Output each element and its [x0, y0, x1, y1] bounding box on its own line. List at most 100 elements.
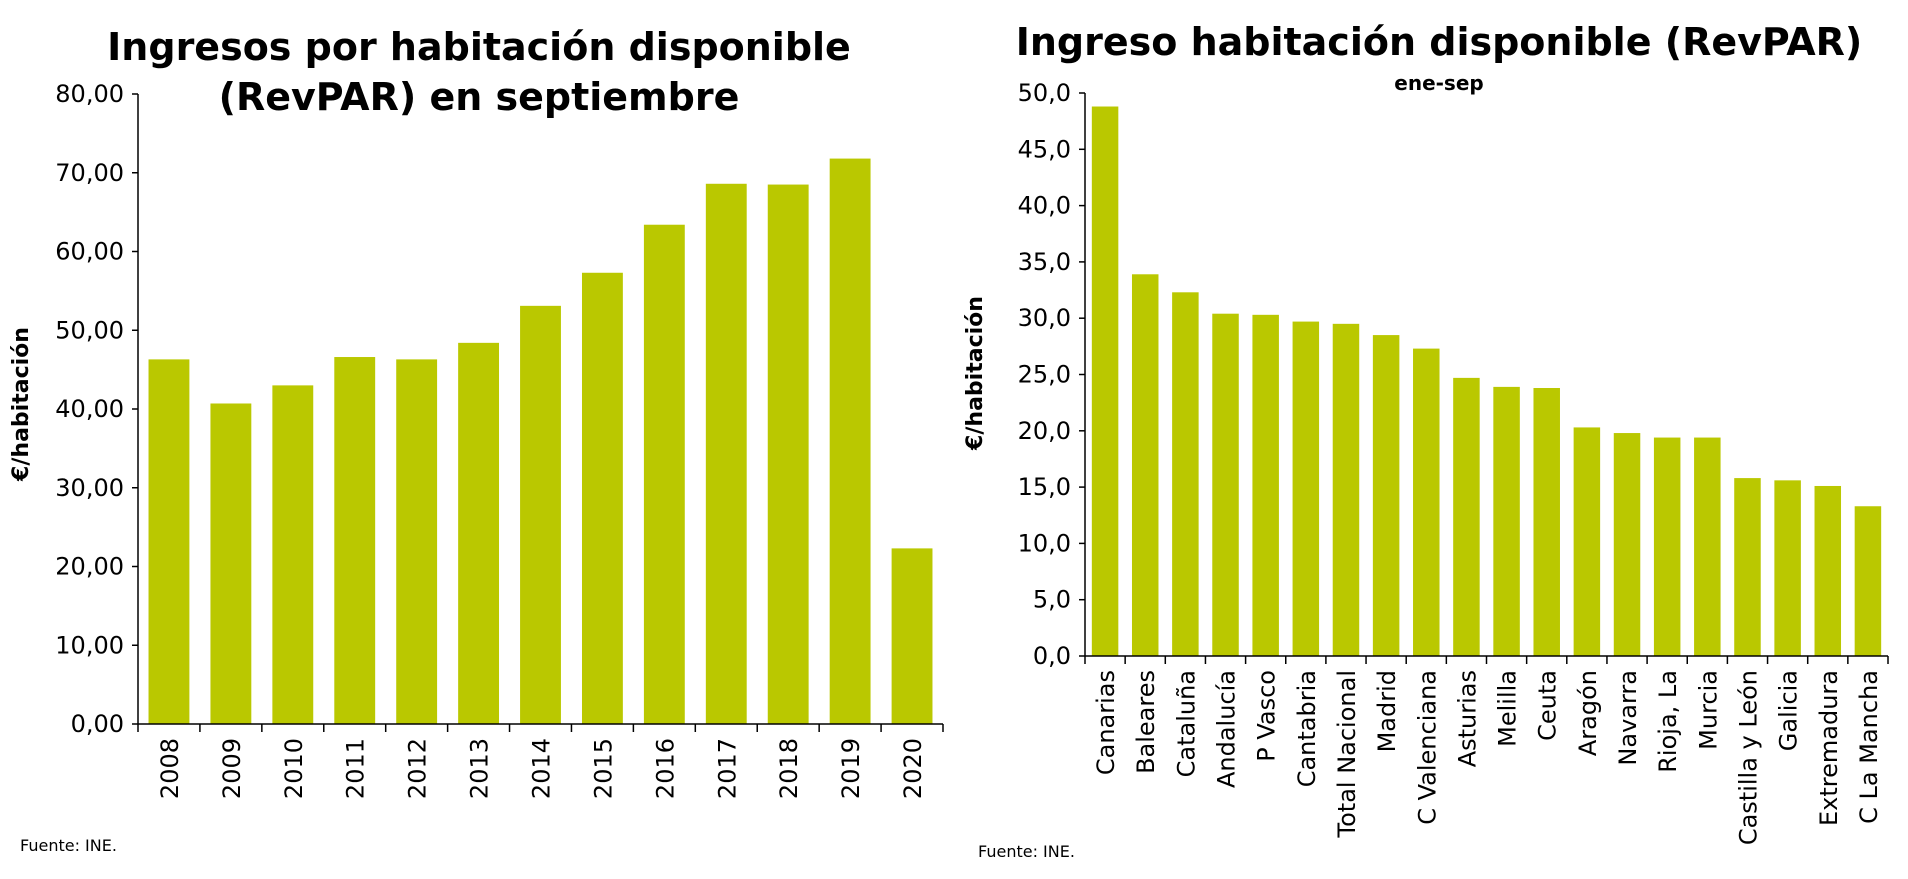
x-tick-label: 2012 [404, 738, 432, 799]
bar-murcia [1694, 437, 1721, 656]
x-tick-label: P Vasco [1253, 670, 1281, 762]
bar-2012 [396, 359, 438, 724]
bar-2013 [458, 342, 500, 724]
x-tick-label: Castilla y León [1734, 670, 1762, 845]
bars [1091, 106, 1882, 656]
y-tick-label: 0,0 [1033, 642, 1071, 670]
bar-extremadura [1814, 485, 1842, 656]
bar-2020 [891, 548, 933, 724]
x-axis-ticks: Canarias Baleares Cataluña Andalucía P Vasco… [1084, 656, 1889, 845]
x-tick-label: Extremadura [1815, 670, 1843, 826]
x-axis-ticks: 2008 2009 2010 2011 2012 2013 2014 2015 2016 2017… [137, 724, 944, 799]
y-axis-ticks: 0,0 5,0 10,0 15,0 20,0 25,0 30,0 35,0 40,0 45,0 50… [1018, 79, 1085, 670]
x-tick-label: Murcia [1694, 670, 1722, 750]
source-note: Fuente: INE. [978, 842, 1075, 861]
x-tick-label: 2017 [713, 738, 741, 799]
y-tick-label: 45,0 [1018, 135, 1071, 163]
y-tick-label: 10,00 [55, 631, 124, 659]
y-tick-label: 70,00 [55, 159, 124, 187]
y-tick-label: 0,00 [71, 710, 124, 738]
bar-asturias [1453, 377, 1480, 656]
x-tick-label: Navarra [1614, 670, 1642, 766]
x-tick-label: Asturias [1453, 670, 1481, 767]
chart-title: Ingresos por habitación disponible (RevP… [107, 25, 851, 119]
bar-2008 [148, 359, 190, 724]
bar-melilla [1493, 386, 1520, 656]
bar-castilla-y-le-n [1734, 478, 1761, 656]
x-tick-label: C Valenciana [1413, 670, 1441, 825]
x-tick-label: 2020 [899, 738, 927, 799]
x-tick-label: Ceuta [1534, 670, 1562, 741]
revpar-by-region-chart: Ingreso habitación disponible (RevPAR) e… [963, 20, 1889, 861]
bar-arag-n [1573, 427, 1601, 656]
x-tick-label: 2014 [528, 738, 556, 799]
y-tick-label: 50,0 [1018, 79, 1071, 107]
x-tick-label: Melilla [1494, 670, 1522, 747]
source-note: Fuente: INE. [20, 836, 117, 855]
bar-2011 [334, 357, 376, 724]
y-tick-label: 20,00 [55, 553, 124, 581]
bar-cantabria [1292, 321, 1320, 656]
bar-p-vasco [1252, 314, 1279, 656]
bar-2015 [581, 272, 623, 724]
bar-galicia [1774, 480, 1801, 656]
y-tick-label: 40,00 [55, 395, 124, 423]
x-tick-label: Canarias [1092, 670, 1120, 775]
bar-canarias [1091, 106, 1119, 656]
x-tick-label: 2011 [342, 738, 370, 799]
revpar-september-chart: Ingresos por habitación disponible (RevP… [9, 25, 944, 855]
x-tick-label: Madrid [1373, 670, 1401, 752]
bar-c-valenciana [1413, 348, 1440, 656]
x-tick-label: Andalucía [1213, 670, 1241, 788]
bars [148, 158, 933, 724]
chart-subtitle: ene-sep [1394, 71, 1483, 95]
y-tick-label: 80,00 [55, 80, 124, 108]
x-tick-label: 2010 [280, 738, 308, 799]
bar-catalu-a [1172, 292, 1199, 656]
y-tick-label: 30,0 [1018, 304, 1071, 332]
y-tick-label: 10,0 [1018, 529, 1071, 557]
bar-2014 [520, 305, 561, 724]
bar-2010 [272, 385, 314, 724]
y-tick-label: 60,00 [55, 238, 124, 266]
x-tick-label: 2018 [775, 738, 803, 799]
bar-total-nacional [1332, 323, 1360, 656]
y-tick-label: 5,0 [1033, 586, 1071, 614]
x-tick-label: 2015 [589, 738, 617, 799]
y-tick-label: 25,0 [1018, 361, 1071, 389]
chart-title-line-1: Ingreso habitación disponible (RevPAR) [1016, 20, 1863, 64]
x-tick-label: 2008 [156, 738, 184, 799]
bar-andaluc-a [1212, 313, 1239, 656]
x-tick-label: Baleares [1132, 670, 1160, 774]
y-axis-label: €/habitación [9, 327, 34, 482]
bar-2018 [767, 184, 809, 724]
chart-title-line-1: Ingresos por habitación disponible [107, 25, 851, 69]
x-tick-label: Total Nacional [1333, 670, 1361, 838]
x-tick-label: C La Mancha [1855, 670, 1883, 824]
bar-2019 [829, 158, 871, 724]
x-tick-label: 2013 [466, 738, 494, 799]
bar-madrid [1372, 335, 1400, 656]
x-tick-label: Cataluña [1172, 670, 1200, 777]
chart-title-line-2: (RevPAR) en septiembre [219, 75, 740, 119]
bar-c-la-mancha [1854, 506, 1882, 656]
x-tick-label: Cantabria [1293, 670, 1321, 787]
x-tick-label: Galicia [1775, 670, 1803, 751]
y-axis-label: €/habitación [963, 296, 988, 451]
x-tick-label: Rioja, La [1654, 670, 1682, 773]
bar-2017 [705, 183, 747, 724]
y-tick-label: 50,00 [55, 316, 124, 344]
y-tick-label: 35,0 [1018, 248, 1071, 276]
y-tick-label: 20,0 [1018, 417, 1071, 445]
x-tick-label: 2016 [651, 738, 679, 799]
bar-baleares [1131, 274, 1159, 656]
y-tick-label: 15,0 [1018, 473, 1071, 501]
bar-navarra [1613, 433, 1641, 656]
chart-title: Ingreso habitación disponible (RevPAR) [1016, 20, 1863, 64]
axes [1084, 93, 1888, 657]
bar-ceuta [1533, 388, 1560, 656]
x-tick-label: 2009 [218, 738, 246, 799]
bar-rioja-la [1653, 437, 1681, 656]
axes [137, 94, 943, 725]
y-tick-label: 30,00 [55, 474, 124, 502]
